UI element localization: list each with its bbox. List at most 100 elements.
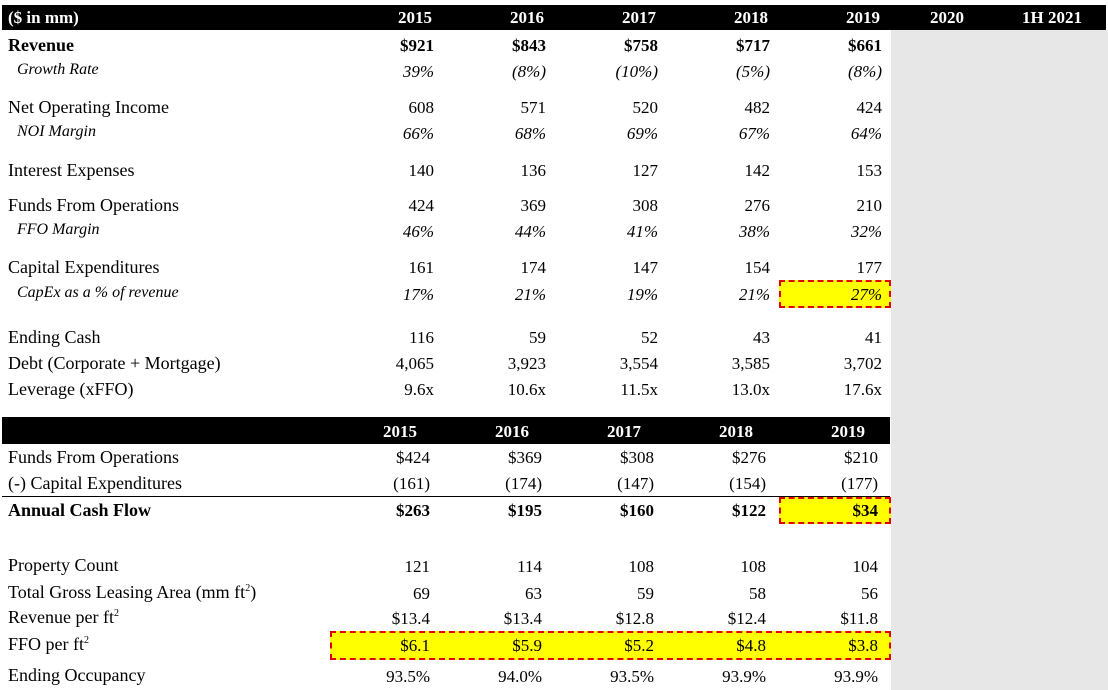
cell-value: (10%) — [615, 62, 658, 81]
cell-value: 41% — [626, 222, 658, 241]
cell-value: 147 — [632, 258, 659, 277]
cell-value: 46% — [402, 222, 434, 241]
cell-value: $661 — [848, 36, 882, 55]
cell-value: 140 — [408, 161, 435, 180]
cell-value: 3,702 — [843, 354, 882, 373]
unit-label: ($ in mm) — [8, 8, 79, 27]
cell-value: 308 — [632, 196, 659, 215]
cell-value: 59 — [529, 328, 546, 347]
property-cell-value: 108 — [740, 557, 767, 576]
cashflow-cell-value: $210 — [844, 448, 878, 467]
cell-value: 17.6x — [843, 380, 882, 399]
cell-value: 32% — [850, 222, 882, 241]
cashflow-cell-value: (161) — [393, 474, 430, 493]
row-label: Funds From Operations — [8, 195, 179, 215]
row-label: CapEx as a % of revenue — [17, 284, 179, 301]
cashflow-cell-value: $122 — [732, 501, 766, 520]
cashflow-cell-value: (154) — [729, 474, 766, 493]
property-cell-value: 108 — [628, 557, 655, 576]
year-header: 2017 — [622, 8, 656, 27]
cell-value: 177 — [856, 258, 883, 277]
cell-value: 136 — [520, 161, 547, 180]
cashflow-row-label: Funds From Operations — [8, 447, 179, 467]
year-header: 2020 — [930, 8, 964, 27]
cashflow-year-header: 2019 — [831, 422, 865, 441]
property-cell-value: $5.2 — [624, 636, 654, 655]
year-header: 2015 — [398, 8, 432, 27]
label-text: Ending Occupancy — [8, 665, 146, 685]
property-row-label: Ending Occupancy — [8, 666, 145, 684]
label-text: Total Gross Leasing Area (mm ft — [8, 582, 246, 602]
property-cell-value: 59 — [637, 584, 654, 603]
year-header: 2016 — [510, 8, 544, 27]
cell-value: 44% — [514, 222, 546, 241]
year-header: 1H 2021 — [1022, 8, 1082, 27]
row-label: FFO Margin — [17, 221, 100, 238]
property-cell-value: 93.9% — [722, 667, 766, 686]
cashflow-cell-value: $195 — [508, 501, 542, 520]
property-cell-value: 69 — [413, 584, 430, 603]
label-text: Revenue per ft — [8, 607, 114, 627]
cell-value: 153 — [856, 161, 883, 180]
cell-value: 19% — [626, 285, 658, 304]
property-cell-value: $12.8 — [615, 609, 654, 628]
label-text: FFO per ft — [8, 634, 84, 654]
cell-value: 68% — [514, 124, 546, 143]
cell-value: 482 — [744, 98, 771, 117]
cell-value: 10.6x — [507, 380, 546, 399]
annual-cashflow-2019-highlight — [779, 497, 891, 524]
cashflow-row-label: (-) Capital Expenditures — [8, 473, 182, 493]
property-row-label: Property Count — [8, 556, 119, 574]
cell-value: 13.0x — [731, 380, 770, 399]
cell-value: 210 — [856, 196, 883, 215]
year-header: 2019 — [846, 8, 880, 27]
cell-value: (8%) — [848, 62, 882, 81]
cell-value: 276 — [744, 196, 771, 215]
cell-value: 27% — [850, 285, 882, 304]
superscript: 2 — [84, 635, 89, 646]
cell-value: 127 — [632, 161, 659, 180]
cell-value: (5%) — [736, 62, 770, 81]
cell-value: 11.5x — [620, 380, 658, 399]
property-cell-value: 104 — [852, 557, 879, 576]
cashflow-cell-value: $34 — [852, 501, 879, 520]
row-label: Net Operating Income — [8, 97, 169, 117]
cell-value: $921 — [400, 36, 434, 55]
cashflow-header-bar — [2, 417, 890, 444]
cell-value: 154 — [744, 258, 771, 277]
year-header: 2018 — [734, 8, 768, 27]
cell-value: 161 — [408, 258, 435, 277]
property-cell-value: $5.9 — [512, 636, 542, 655]
cashflow-sum-rule — [2, 496, 890, 497]
cashflow-cell-value: $424 — [396, 448, 430, 467]
property-row-label: Revenue per ft2 — [8, 608, 119, 626]
row-label: Ending Cash — [8, 327, 101, 347]
cell-value: 17% — [402, 285, 434, 304]
cell-value: 64% — [850, 124, 882, 143]
superscript: 2 — [245, 583, 251, 594]
cell-value: 9.6x — [404, 380, 434, 399]
property-row-label: Total Gross Leasing Area (mm ft2) — [8, 583, 256, 601]
cashflow-cell-value: (177) — [841, 474, 878, 493]
cashflow-cell-value: (174) — [505, 474, 542, 493]
cashflow-cell-value: $160 — [620, 501, 654, 520]
property-cell-value: 93.5% — [386, 667, 430, 686]
property-cell-value: $4.8 — [736, 636, 766, 655]
cell-value: 424 — [856, 98, 883, 117]
cashflow-year-header: 2017 — [607, 422, 641, 441]
cell-value: 142 — [744, 161, 771, 180]
property-cell-value: 94.0% — [498, 667, 542, 686]
cell-value: (8%) — [512, 62, 546, 81]
cashflow-row-label: Annual Cash Flow — [8, 500, 152, 520]
cell-value: 41 — [865, 328, 882, 347]
property-row-label: FFO per ft2 — [8, 635, 89, 653]
ffo-per-sqft-highlight — [330, 631, 891, 660]
top-header-bar — [2, 5, 1106, 30]
property-cell-value: 93.5% — [610, 667, 654, 686]
property-cell-value: $3.8 — [848, 636, 878, 655]
superscript: 2 — [113, 608, 119, 619]
property-cell-value: 58 — [749, 584, 766, 603]
cashflow-cell-value: (147) — [617, 474, 654, 493]
cell-value: $758 — [624, 36, 658, 55]
property-cell-value: $6.1 — [400, 636, 430, 655]
